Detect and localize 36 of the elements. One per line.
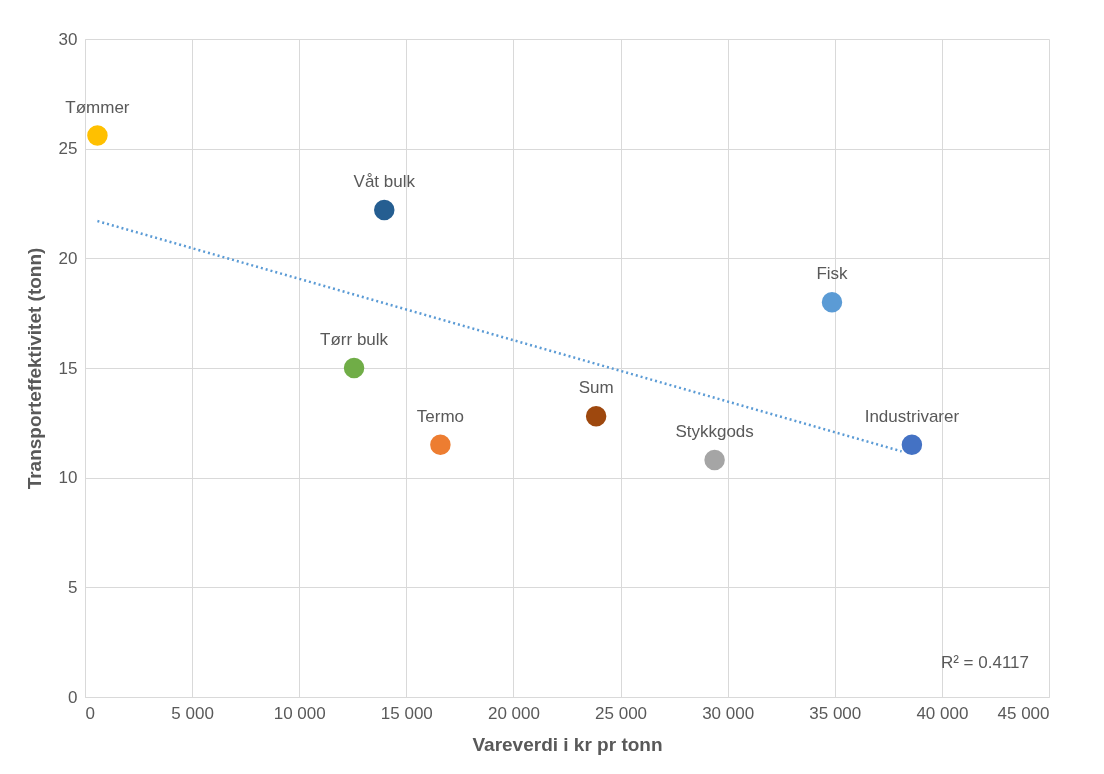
series-label: Tømmer <box>65 97 130 117</box>
y-tick-label: 30 <box>58 29 78 49</box>
x-tick-label: 20 000 <box>487 703 540 723</box>
x-tick-label: 30 000 <box>702 703 755 723</box>
y-tick-label: 0 <box>68 687 78 707</box>
point <box>343 357 365 379</box>
series-label: Våt bulk <box>353 172 416 192</box>
x-tick-label: 40 000 <box>916 703 969 723</box>
y-tick-label: 10 <box>58 468 78 488</box>
y-tick-label: 25 <box>58 139 78 159</box>
x-tick-label: 5 000 <box>171 703 214 723</box>
y-tick-label: 5 <box>68 577 78 597</box>
x-tick-label: 15 000 <box>380 703 433 723</box>
point <box>901 434 923 455</box>
x-tick-label: 35 000 <box>809 703 862 723</box>
point <box>704 449 725 471</box>
x-tick-label: 25 000 <box>595 703 648 723</box>
y-tick-label: 20 <box>58 248 78 268</box>
annotation: R² = 0.4117 <box>940 653 1029 672</box>
point <box>430 434 451 455</box>
point <box>374 199 395 221</box>
series-label: Tørr bulk <box>320 330 389 349</box>
x-tick-label: 10 000 <box>273 703 326 723</box>
point <box>821 291 843 313</box>
series-label: Stykkgods <box>675 422 754 442</box>
x-tick-label: 45 000 <box>997 703 1050 723</box>
x-axis-title: Vareverdi i kr pr tonn <box>472 733 663 755</box>
series-label: Industrivarer <box>864 406 960 426</box>
y-tick-label: 15 <box>58 358 78 378</box>
series-label: Fisk <box>816 264 849 284</box>
x-tick-label: 0 <box>85 703 95 723</box>
series-label: Termo <box>416 406 465 426</box>
series-label: Sum <box>578 378 614 398</box>
y-axis-title: Transporteffektivitet (tonn) <box>23 247 45 490</box>
point <box>585 406 607 427</box>
point <box>87 125 108 146</box>
